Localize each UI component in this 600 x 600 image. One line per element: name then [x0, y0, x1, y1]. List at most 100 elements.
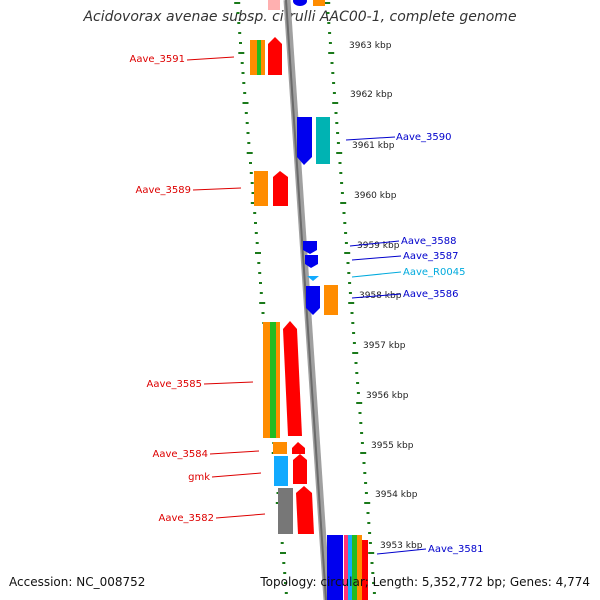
kbp-tick-label: 3955 kbp	[371, 441, 414, 451]
ruler-tick-right	[368, 532, 372, 534]
ruler-tick-left	[247, 142, 251, 144]
ruler-tick-left	[237, 22, 241, 24]
gene-label-aave-3589[interactable]: Aave_3589	[136, 185, 192, 196]
ruler-tick-left	[254, 232, 258, 234]
ruler-tick-left	[259, 282, 262, 284]
ruler-tick-right	[344, 232, 348, 234]
gene-label-aave-3587[interactable]: Aave_3587	[403, 251, 459, 262]
gene-block[interactable]	[257, 40, 261, 75]
ruler-tick-right	[367, 522, 371, 524]
gene-block[interactable]	[324, 285, 338, 315]
gene-block[interactable]	[268, 37, 282, 75]
gene-label-gmk[interactable]: gmk	[188, 472, 210, 483]
gene-block[interactable]	[316, 117, 330, 164]
ruler-tick-right	[360, 442, 364, 444]
gene-aave-3586[interactable]	[306, 286, 320, 315]
ruler-tick-right	[368, 552, 375, 554]
kbp-tick-label: 3953 kbp	[380, 541, 423, 551]
kbp-tick-label: 3954 kbp	[375, 490, 418, 500]
gene-aave-3588[interactable]	[303, 241, 317, 254]
gene-block[interactable]	[268, 0, 280, 10]
ruler-tick-left	[242, 102, 249, 104]
ruler-tick-right	[356, 402, 363, 404]
gene-aave-3587[interactable]	[305, 255, 318, 268]
gene-label-aave-3591[interactable]: Aave_3591	[130, 54, 186, 65]
ruler-tick-left	[253, 212, 257, 214]
ruler-tick-left	[236, 12, 240, 14]
gene-label-aave-3586[interactable]: Aave_3586	[403, 289, 459, 300]
gene-labels: Aave_3591 Aave_3589 Aave_3585 Aave_3584 …	[130, 54, 484, 555]
gene-label-aave-3581[interactable]: Aave_3581	[428, 544, 484, 555]
gene-block[interactable]	[293, 0, 307, 6]
gene-block[interactable]	[296, 486, 314, 534]
gene-aave-3581[interactable]	[327, 535, 343, 600]
gene-block[interactable]	[348, 535, 352, 600]
gene-aave-3591[interactable]	[250, 40, 258, 75]
ruler-tick-left	[284, 592, 288, 594]
kbp-tick-label: 3960 kbp	[354, 191, 397, 201]
ruler-tick-left	[243, 92, 247, 94]
ruler-tick-left	[238, 32, 242, 34]
gene-block[interactable]	[362, 540, 368, 600]
gene-label-aave-r0045[interactable]: Aave_R0045	[403, 267, 465, 278]
gene-block[interactable]	[261, 40, 265, 75]
ruler-tick-right	[328, 42, 332, 44]
ruler-tick-right	[340, 182, 344, 184]
ruler-tick-left	[261, 312, 265, 314]
gene-block[interactable]	[273, 171, 288, 206]
ruler-tick-left	[251, 192, 255, 194]
ruler-tick-right	[351, 322, 355, 324]
ruler-tick-left	[250, 182, 254, 184]
gene-block[interactable]	[283, 321, 302, 436]
ruler-tick-left	[258, 272, 262, 274]
ruler-tick-right	[360, 432, 364, 434]
ruler-tick-left	[259, 302, 266, 304]
gene-aave-3590[interactable]	[297, 117, 312, 165]
gene-aave-3589[interactable]	[254, 171, 268, 206]
ruler-tick-right	[326, 12, 330, 14]
ruler-tick-right	[343, 222, 347, 224]
gene-block[interactable]	[276, 322, 280, 438]
ruler-tick-left	[280, 542, 284, 544]
ruler-tick-right	[348, 302, 355, 304]
gene-aave-3585[interactable]	[263, 322, 271, 438]
gene-block[interactable]	[357, 535, 362, 600]
ruler-tick-right	[340, 192, 344, 194]
ruler-tick-right	[364, 482, 368, 484]
gene-block[interactable]	[270, 322, 276, 438]
gene-block[interactable]	[293, 454, 307, 484]
ruler-tick-right	[356, 392, 360, 394]
gene-features	[250, 0, 368, 600]
ruler-tick-right	[338, 162, 342, 164]
gene-aave-3582[interactable]	[278, 488, 293, 534]
gene-label-aave-3590[interactable]: Aave_3590	[396, 132, 452, 143]
ruler-tick-right	[332, 82, 336, 84]
ruler-tick-right	[335, 122, 339, 124]
ruler-tick-left	[249, 172, 253, 174]
ruler-tick-right	[364, 502, 371, 504]
gene-block[interactable]	[313, 0, 325, 6]
gene-block[interactable]	[344, 535, 348, 600]
ruler-tick-left	[259, 292, 263, 294]
ruler-tick-left	[284, 582, 287, 584]
gene-aave-3584[interactable]	[273, 442, 287, 454]
gene-label-aave-3588[interactable]: Aave_3588	[401, 236, 457, 247]
gene-label-aave-3582[interactable]: Aave_3582	[159, 513, 215, 524]
ruler-tick-right	[360, 452, 367, 454]
gene-block[interactable]	[292, 442, 305, 454]
label-leader-lines	[186, 56, 427, 555]
gene-label-aave-3585[interactable]: Aave_3585	[147, 379, 203, 390]
ruler-tick-right	[358, 412, 362, 414]
ruler-tick-right	[336, 132, 340, 134]
ruler-tick-right	[352, 352, 359, 354]
gene-aave-r0045[interactable]	[307, 276, 319, 281]
ruler-tick-right	[331, 72, 335, 74]
ruler-tick-right	[332, 92, 336, 94]
ruler-dotted-right	[324, 2, 376, 594]
gene-label-aave-3584[interactable]: Aave_3584	[153, 449, 209, 460]
ruler-tick-right	[344, 252, 351, 254]
gene-block[interactable]	[352, 535, 357, 600]
gene-gmk[interactable]	[274, 456, 288, 486]
ruler-tick-right	[368, 542, 372, 544]
